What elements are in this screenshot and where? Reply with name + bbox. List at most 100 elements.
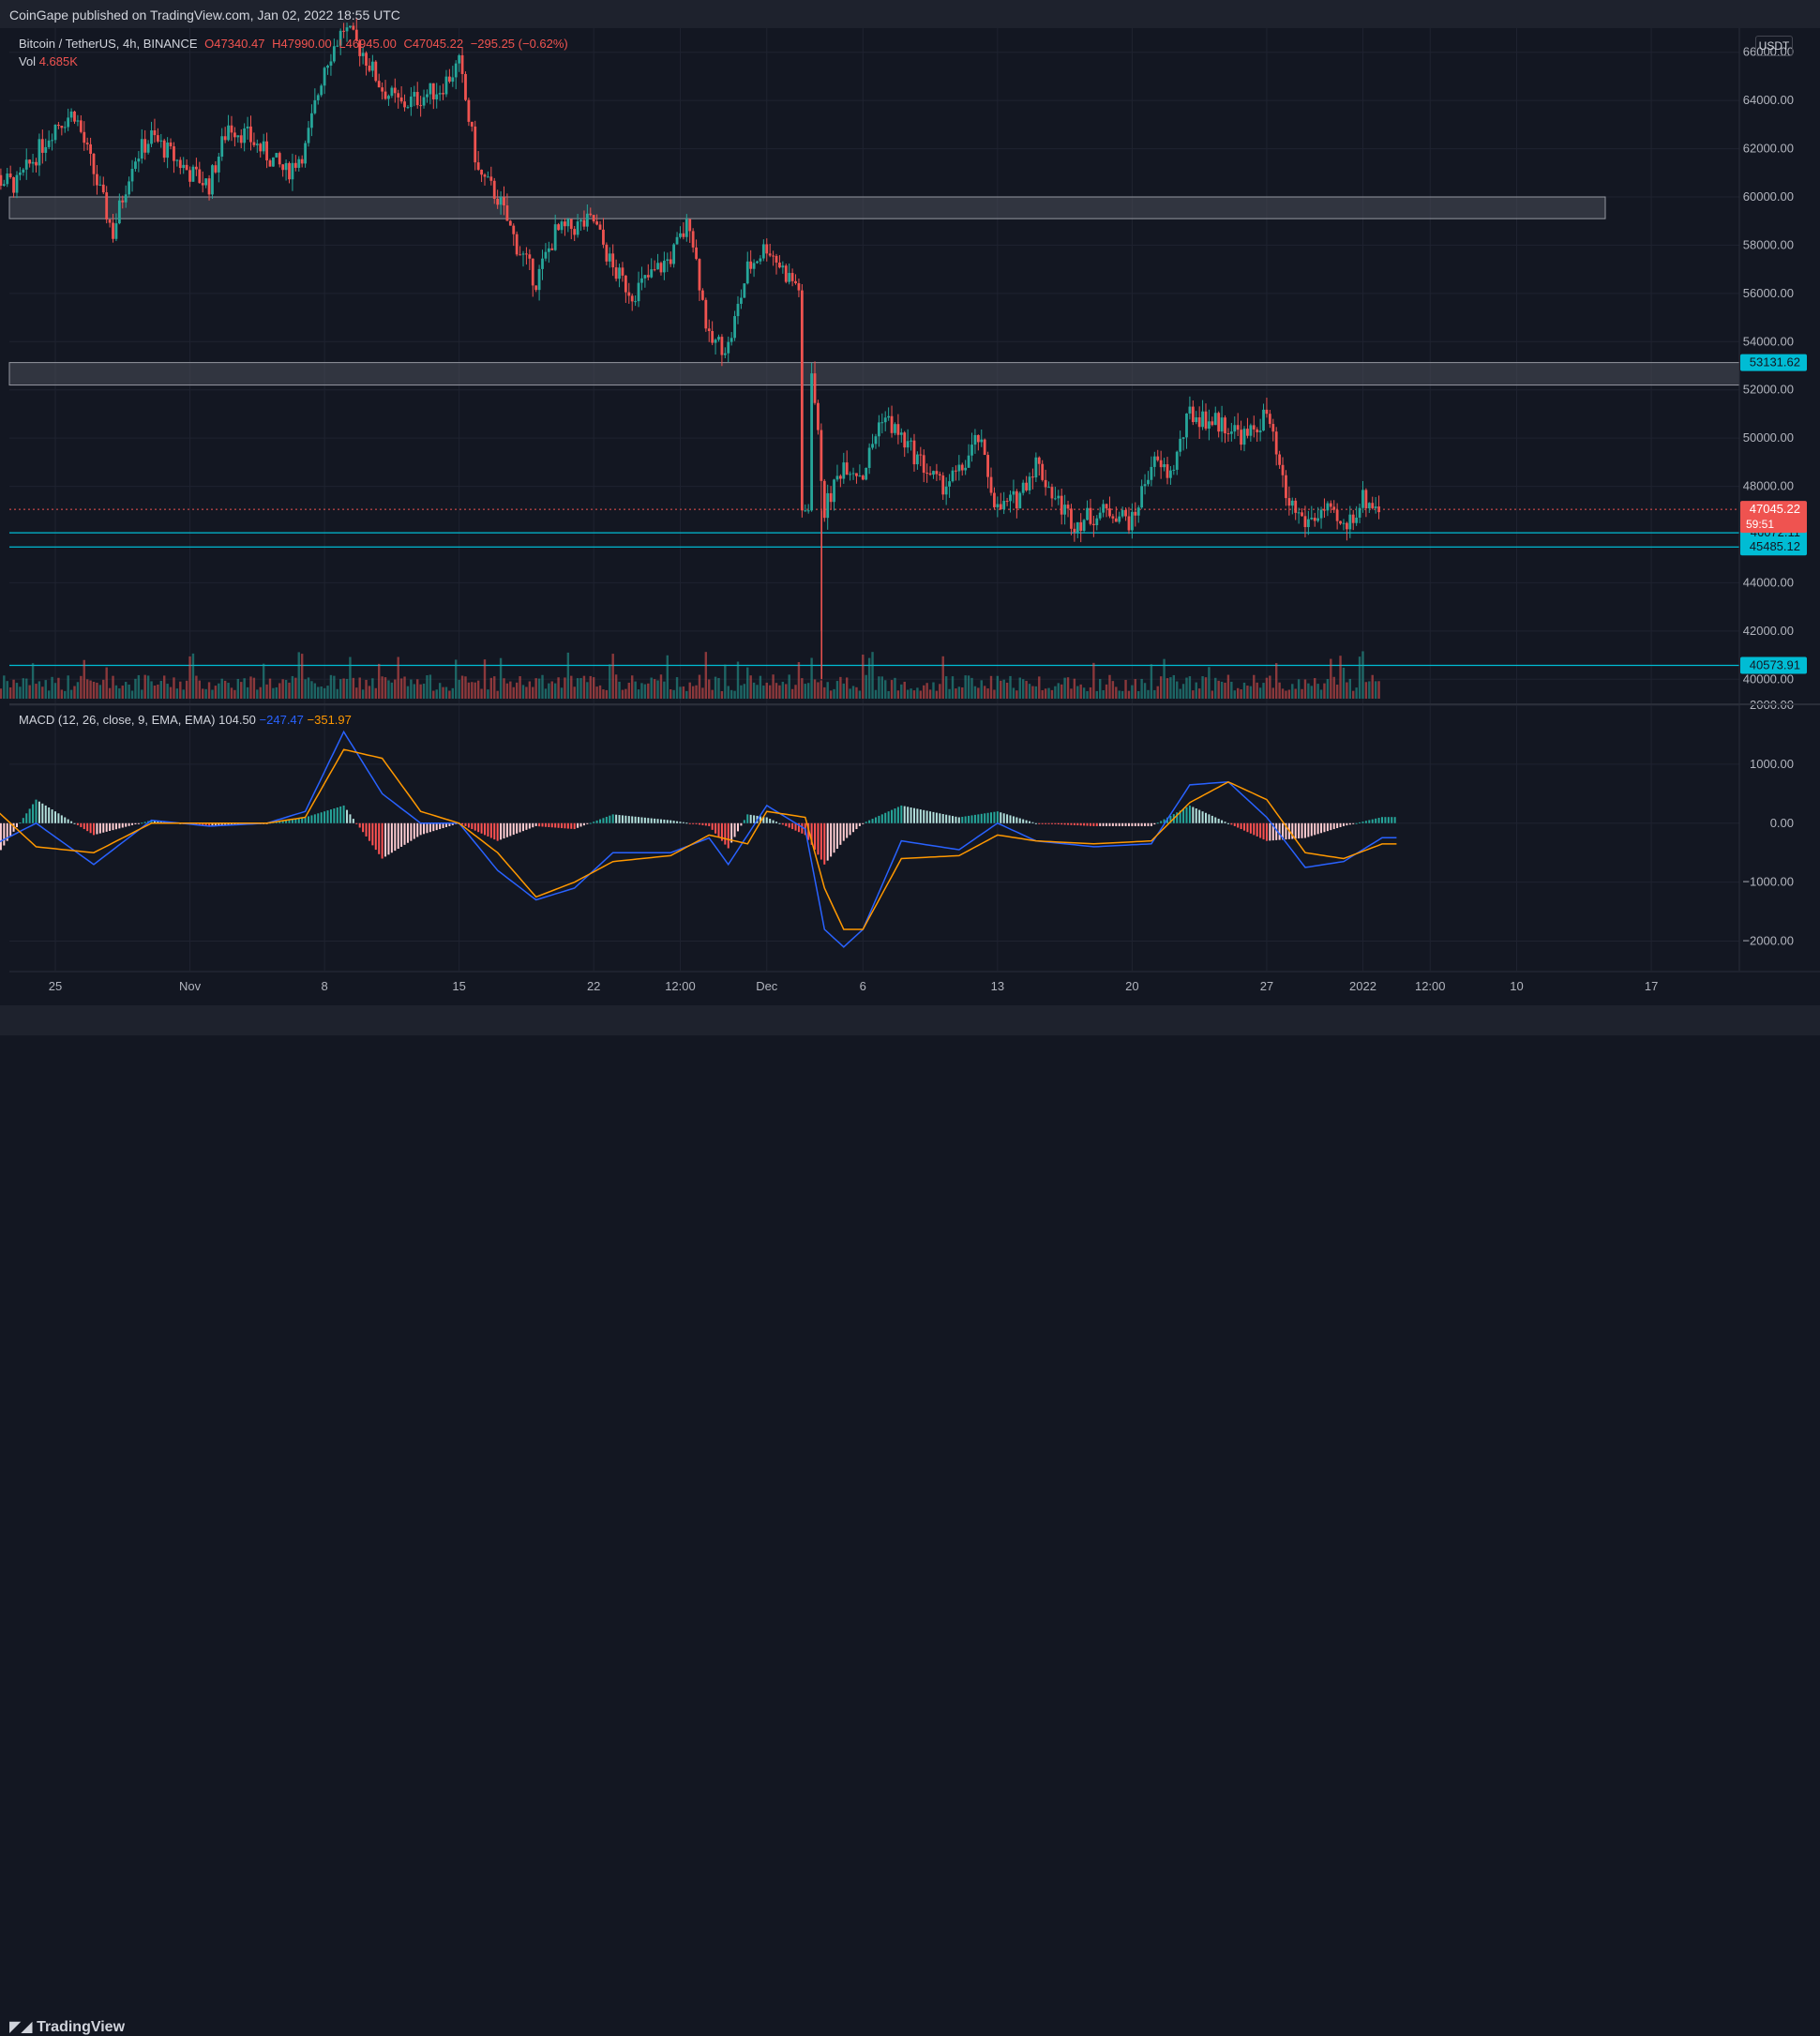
volume-bar — [704, 652, 708, 699]
candle — [1332, 506, 1336, 510]
macd-histogram-bar — [313, 814, 316, 823]
candle — [499, 197, 503, 205]
volume-bar — [458, 679, 460, 699]
volume-bar — [519, 676, 521, 699]
candle — [426, 94, 429, 98]
macd-histogram-bar — [618, 815, 621, 823]
macd-histogram-bar — [1294, 822, 1297, 839]
candle — [1242, 429, 1246, 445]
macd-histogram-bar — [98, 822, 101, 834]
candle — [12, 177, 15, 193]
support-levels — [9, 508, 1739, 667]
macd-histogram-bar — [489, 822, 492, 838]
macd-histogram-bar — [736, 822, 739, 832]
macd-histogram-bar — [891, 809, 894, 823]
vol-label[interactable]: Vol — [19, 54, 37, 68]
volume-bar — [663, 681, 666, 699]
candle — [320, 85, 323, 96]
time-tick-label: 13 — [991, 979, 1004, 993]
volume-bar — [560, 687, 564, 699]
volume-bar — [432, 690, 435, 699]
candle — [1047, 487, 1050, 489]
price-chart[interactable]: 66000.0064000.0062000.0060000.0058000.00… — [0, 0, 1820, 1035]
volume-bar — [740, 685, 743, 699]
macd-histogram-bar — [977, 814, 980, 823]
candle — [701, 290, 704, 300]
macd-histogram-bar — [993, 811, 996, 823]
volume-bar — [390, 682, 394, 699]
candle — [1134, 511, 1137, 516]
macd-histogram-bar — [929, 811, 932, 823]
candle — [1258, 430, 1262, 432]
macd-histogram-bar — [1348, 822, 1351, 825]
tradingview-logo[interactable]: ◤◢ TradingView — [9, 2017, 125, 2036]
time-tick-label: 10 — [1510, 979, 1523, 993]
volume-bar — [1291, 684, 1294, 699]
macd-histogram-bar — [403, 822, 406, 845]
macd-histogram-bar — [477, 822, 480, 833]
candle — [521, 253, 525, 255]
volume-bar — [855, 686, 858, 699]
macd-histogram-bar — [1115, 822, 1118, 826]
candle — [1118, 516, 1121, 522]
macd-histogram-bar — [57, 813, 60, 823]
macd-histogram-bar — [416, 822, 419, 837]
volume-bar — [1018, 677, 1021, 699]
volume-bar — [1226, 674, 1230, 699]
macd-histogram-bar — [208, 822, 211, 826]
candle — [579, 219, 582, 222]
volume-bar — [336, 688, 338, 699]
volume-bar — [695, 685, 698, 699]
volume-bar — [1028, 684, 1031, 699]
volume-bar — [268, 678, 272, 699]
candle — [547, 248, 550, 252]
macd-histogram-bar — [996, 811, 999, 823]
macd-histogram-bar — [73, 822, 76, 824]
volume-bar — [1012, 687, 1015, 699]
price-tick-label: 52000.00 — [1743, 383, 1794, 397]
volume-bar — [416, 679, 419, 699]
candle — [1121, 509, 1124, 517]
candle — [765, 244, 769, 254]
macd-histogram-bar — [352, 819, 354, 823]
last-price-tag-bg — [1740, 501, 1807, 534]
macd-histogram-bar — [1361, 822, 1364, 823]
candle — [740, 297, 743, 304]
volume-bar — [656, 680, 659, 699]
macd-histogram-bar — [1259, 822, 1262, 838]
volume-bar — [1220, 681, 1224, 699]
macd-histogram-bar — [1137, 822, 1140, 826]
candle — [605, 244, 609, 262]
volume-bar — [1115, 686, 1118, 699]
candle — [329, 61, 333, 66]
macd-histogram-bar — [785, 822, 788, 826]
macd-histogram-bar — [781, 822, 784, 825]
volume-bar — [566, 652, 570, 699]
volume-bar — [1361, 651, 1364, 699]
volume-bar — [476, 680, 480, 699]
volume-bar — [191, 653, 195, 699]
currency-button[interactable]: USDT — [1755, 36, 1793, 56]
macd-label[interactable]: MACD (12, 26, close, 9, EMA, EMA) — [19, 713, 216, 727]
volume-bar — [925, 683, 928, 699]
volume-bar — [419, 684, 422, 699]
volume-bar — [884, 680, 887, 699]
macd-histogram-bar — [493, 822, 496, 840]
candle — [957, 464, 961, 472]
macd-histogram-bar — [647, 818, 650, 823]
candle — [880, 422, 884, 424]
candle — [460, 54, 464, 74]
macd-histogram-bar — [1214, 817, 1217, 823]
candle — [759, 258, 762, 262]
macd-histogram-bar — [233, 822, 236, 825]
macd-histogram-bar — [1070, 822, 1073, 825]
pane-divider[interactable] — [9, 703, 1820, 973]
candle — [194, 166, 198, 170]
candle — [92, 153, 96, 174]
candle — [679, 233, 682, 237]
chart-frame[interactable] — [9, 28, 1753, 999]
macd-histogram-bar — [150, 820, 153, 823]
volume-bar — [691, 686, 695, 699]
symbol-name[interactable]: Bitcoin / TetherUS, 4h, BINANCE — [19, 37, 198, 51]
macd-histogram-bar — [378, 822, 381, 854]
